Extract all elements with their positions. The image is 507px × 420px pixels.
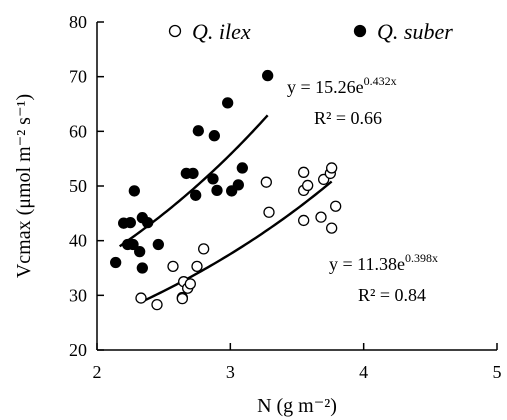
data-point-series-2 bbox=[190, 189, 202, 201]
fit-equation-series-1: y = 11.38e0.398x bbox=[329, 251, 438, 274]
data-point-series-1 bbox=[326, 162, 338, 174]
fit-curve-series-2 bbox=[118, 114, 269, 248]
data-point-series-1 bbox=[315, 211, 327, 223]
data-point-series-1 bbox=[198, 243, 210, 255]
data-point-series-2 bbox=[262, 69, 274, 82]
data-point-series-2 bbox=[128, 185, 140, 197]
x-axis-label: N (g m⁻²) bbox=[257, 395, 337, 417]
fit-curves bbox=[118, 114, 333, 304]
legend-marker-series-2 bbox=[353, 24, 367, 38]
legend: Q. ilex Q. suber bbox=[168, 19, 453, 44]
data-point-series-1 bbox=[167, 260, 179, 273]
data-point-series-1 bbox=[260, 176, 272, 188]
data-point-series-1 bbox=[135, 292, 147, 304]
legend-label-series-1: Q. ilex bbox=[192, 19, 251, 44]
fit-equation-series-2: y = 15.26e0.432x bbox=[287, 74, 397, 97]
data-point-series-2 bbox=[232, 179, 244, 191]
data-point-series-1 bbox=[326, 222, 338, 234]
data-point-series-2 bbox=[208, 130, 220, 142]
y-tick-label: 40 bbox=[69, 231, 87, 251]
data-point-series-1 bbox=[302, 179, 314, 192]
ticks: 20 30 40 50 60 70 80 2 3 4 5 bbox=[69, 12, 502, 382]
y-axis-label: Vcmax (μmol m⁻² s⁻¹) bbox=[13, 94, 35, 278]
x-tick-label: 2 bbox=[93, 362, 102, 382]
data-point-series-2 bbox=[127, 238, 139, 251]
y-tick-label: 30 bbox=[69, 285, 87, 305]
x-tick-label: 4 bbox=[359, 362, 368, 382]
fit-curve-series-1 bbox=[140, 180, 333, 304]
y-tick-label: 60 bbox=[69, 121, 87, 141]
data-point-series-2 bbox=[136, 262, 148, 274]
data-point-series-1 bbox=[151, 298, 163, 311]
data-point-series-1 bbox=[263, 206, 275, 218]
data-point-series-1 bbox=[191, 260, 203, 273]
axis-labels: N (g m⁻²) Vcmax (μmol m⁻² s⁻¹) bbox=[13, 94, 337, 417]
data-point-series-2 bbox=[236, 162, 248, 174]
data-points bbox=[110, 69, 342, 311]
legend-marker-series-1 bbox=[168, 24, 182, 38]
data-point-series-1 bbox=[298, 166, 310, 178]
data-point-series-2 bbox=[142, 216, 154, 229]
data-point-series-2 bbox=[207, 173, 219, 185]
data-point-series-2 bbox=[134, 245, 146, 258]
y-tick-label: 20 bbox=[69, 340, 87, 360]
data-point-series-2 bbox=[152, 238, 164, 251]
x-tick-label: 3 bbox=[226, 362, 235, 382]
data-point-series-2 bbox=[187, 167, 199, 180]
x-tick-label: 5 bbox=[493, 362, 502, 382]
fit-r2-series-2: R² = 0.66 bbox=[314, 108, 382, 128]
y-tick-label: 70 bbox=[69, 67, 87, 87]
data-point-series-2 bbox=[124, 216, 136, 229]
y-tick-label: 80 bbox=[69, 12, 87, 32]
data-point-series-1 bbox=[176, 292, 188, 305]
data-point-series-1 bbox=[184, 278, 196, 290]
data-point-series-2 bbox=[222, 97, 234, 109]
data-point-series-2 bbox=[110, 256, 122, 269]
data-point-series-1 bbox=[298, 214, 310, 227]
data-point-series-2 bbox=[192, 125, 204, 137]
fit-r2-series-1: R² = 0.84 bbox=[358, 285, 426, 305]
data-point-series-2 bbox=[211, 184, 223, 197]
y-tick-label: 50 bbox=[69, 176, 87, 196]
data-point-series-1 bbox=[330, 200, 342, 212]
fit-annotations: y = 11.38e0.398x R² = 0.84 y = 15.26e0.432… bbox=[287, 74, 438, 305]
legend-label-series-2: Q. suber bbox=[377, 19, 453, 44]
